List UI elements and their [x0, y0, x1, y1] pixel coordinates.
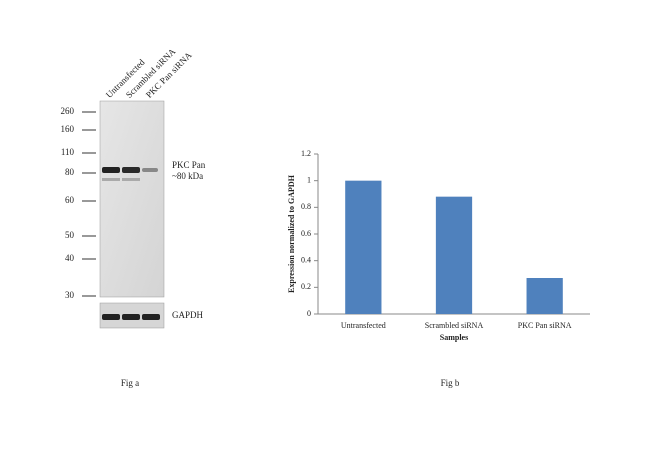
- marker-label: 30: [65, 290, 75, 300]
- y-tick-label: 1: [307, 175, 311, 184]
- caption: Fig a: [121, 378, 139, 388]
- blot-membrane: [99, 100, 165, 298]
- band-label: PKC Pan: [172, 160, 206, 170]
- marker-label: 110: [61, 147, 75, 157]
- x-tick-label: Untransfected: [341, 321, 386, 330]
- bands: [102, 167, 160, 320]
- y-tick-label: 0: [307, 309, 311, 318]
- y-tick-label: 0.6: [301, 229, 311, 238]
- bar: [345, 180, 382, 314]
- caption: Fig b: [441, 378, 460, 388]
- x-tick-label: PKC Pan siRNA: [518, 321, 572, 330]
- marker-label: 50: [65, 230, 75, 240]
- x-tick-label: Scrambled siRNA: [425, 321, 484, 330]
- x-axis-label: Samples: [440, 333, 468, 342]
- y-tick-label: 0.4: [301, 255, 311, 264]
- y-axis-label: Expression normalized to GAPDH: [287, 174, 296, 293]
- y-tick-label: 0.8: [301, 202, 311, 211]
- marker-label: 160: [61, 124, 75, 134]
- loading-label: GAPDH: [172, 310, 204, 320]
- marker-label: 40: [65, 253, 75, 263]
- band-size: ~80 kDa: [172, 171, 203, 181]
- marker-label: 80: [65, 167, 75, 177]
- bar: [526, 278, 563, 314]
- bar: [435, 196, 473, 314]
- marker-label: 260: [61, 106, 75, 116]
- y-tick-label: 1.2: [301, 149, 311, 158]
- y-tick-label: 0.2: [301, 282, 311, 291]
- marker-label: 60: [65, 195, 75, 205]
